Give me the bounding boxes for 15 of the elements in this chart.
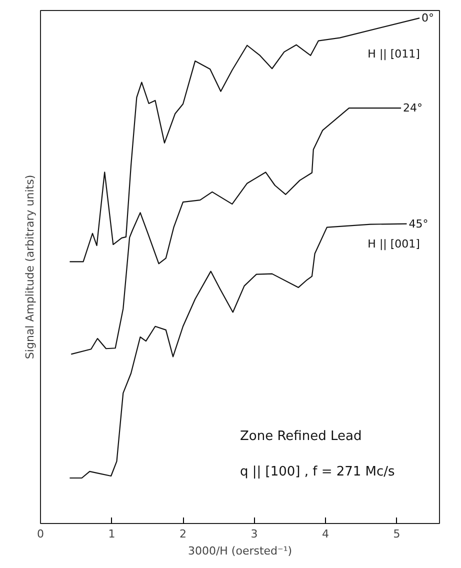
x-tick-label: 3 — [250, 528, 258, 540]
series-label: 24° — [403, 102, 423, 115]
x-tick-label: 0 — [37, 528, 44, 540]
x-tick-label: 5 — [393, 528, 400, 540]
x-axis-title: 3000/H (oersted⁻¹) — [188, 544, 292, 558]
x-tick-label: 4 — [322, 528, 329, 540]
series-label: 0° — [422, 12, 434, 25]
y-axis-title: Signal Amplitude (arbitrary units) — [24, 174, 36, 360]
annotation: Zone Refined Lead — [240, 428, 362, 444]
series-label: 45° — [408, 217, 428, 230]
annotation: q || [100] , f = 271 Mc/s — [240, 464, 396, 480]
annotation: H || [011] — [368, 48, 420, 61]
annotation: H || [001] — [368, 237, 420, 250]
x-tick-label: 1 — [108, 528, 116, 540]
x-tick-label: 2 — [180, 528, 186, 540]
